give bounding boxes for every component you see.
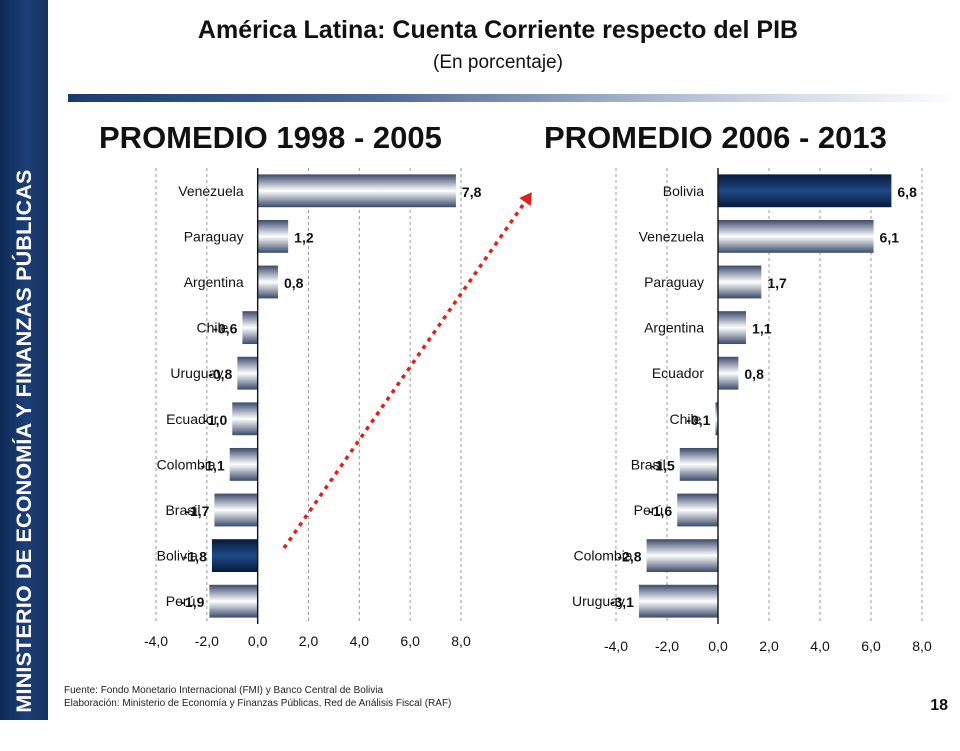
category-label-peru: Perú: [634, 502, 664, 518]
bar-colombia: [646, 539, 718, 573]
value-label-peru: -1,6: [648, 503, 672, 519]
category-label-paraguay: Paraguay: [644, 274, 704, 290]
x-tick-label: -4,0: [144, 633, 168, 649]
value-label-ecuador: -1,0: [203, 412, 227, 428]
value-label-bolivia: 6,8: [897, 184, 917, 200]
chart-heading-1998-2005: PROMEDIO 1998 - 2005: [99, 120, 442, 155]
category-label-venezuela: Venezuela: [178, 183, 244, 199]
value-label-peru: -1,9: [180, 594, 204, 610]
arrow-line: [282, 200, 527, 550]
chart-2006-2013: Bolivia 6,8 Venezuela 6,1 Paraguay 1,7 Argenti…: [572, 168, 932, 654]
value-label-ecuador: 0,8: [744, 366, 764, 382]
bar-argentina: [718, 311, 747, 345]
bar-ecuador: [232, 402, 258, 436]
page-number: 18: [930, 697, 948, 714]
category-label-peru: Perú: [166, 593, 196, 609]
category-label-brasil: Brasil: [631, 456, 666, 472]
x-tick-label: 6,0: [861, 638, 881, 654]
value-label-chile: -0,6: [213, 321, 237, 337]
value-label-brasil: -1,7: [185, 503, 209, 519]
bar-uruguay: [638, 584, 718, 618]
bar-chile: [715, 402, 718, 436]
value-label-venezuela: 6,1: [880, 229, 900, 245]
chart-1998-2005: Venezuela 7,8 Paraguay 1,2 Argentina 0,8 Chile…: [144, 168, 482, 649]
category-label-ecuador: Ecuador: [166, 411, 218, 427]
title-divider: [68, 94, 960, 102]
category-label-paraguay: Paraguay: [184, 228, 244, 244]
category-label-venezuela: Venezuela: [639, 228, 705, 244]
value-label-bolivia: -1,8: [183, 549, 207, 565]
page-subtitle: (En porcentaje): [433, 52, 563, 73]
category-label-colombia: Colombia: [157, 456, 216, 472]
category-label-bolivia: Bolivia: [663, 183, 704, 199]
bar-peru: [677, 493, 718, 527]
value-label-brasil: -1,5: [651, 457, 675, 473]
value-label-argentina: 1,1: [752, 321, 772, 337]
x-tick-label: -2,0: [195, 633, 219, 649]
x-tick-label: 0,0: [248, 633, 268, 649]
category-label-colombia: Colombia: [573, 548, 632, 564]
category-label-chile: Chile: [197, 320, 229, 336]
x-tick-label: 0,0: [708, 638, 728, 654]
category-label-ecuador: Ecuador: [652, 365, 704, 381]
chart-heading-2006-2013: PROMEDIO 2006 - 2013: [544, 120, 887, 155]
x-tick-label: -4,0: [604, 638, 628, 654]
x-tick-label: -2,0: [655, 638, 679, 654]
category-label-uruguay: Uruguay: [170, 365, 223, 381]
bar-brasil: [214, 493, 258, 527]
bar-bolivia: [718, 174, 892, 208]
page-title: América Latina: Cuenta Corriente respect…: [197, 16, 799, 44]
value-label-argentina: 0,8: [284, 275, 304, 291]
arrow-head: [519, 192, 532, 207]
x-tick-label: 2,0: [759, 638, 779, 654]
value-label-paraguay: 1,2: [294, 229, 314, 245]
x-tick-label: 6,0: [400, 633, 420, 649]
elaboration-note: Elaboración: Ministerio de Economía y Fi…: [64, 698, 452, 709]
bar-ecuador: [718, 356, 739, 390]
category-label-argentina: Argentina: [644, 320, 704, 336]
bar-argentina: [257, 265, 278, 299]
ministry-sidebar: MINISTERIO DE ECONOMÍA Y FINANZAS PÚBLIC…: [0, 0, 48, 720]
bar-brasil: [679, 447, 718, 481]
x-tick-label: 8,0: [912, 638, 932, 654]
value-label-uruguay: -3,1: [610, 594, 634, 610]
category-label-chile: Chile: [670, 411, 702, 427]
bar-bolivia: [211, 539, 258, 573]
category-label-uruguay: Uruguay: [572, 593, 625, 609]
footer-notes: Fuente: Fondo Monetario Internacional (F…: [64, 684, 451, 710]
bar-uruguay: [237, 356, 258, 390]
x-tick-label: 2,0: [299, 633, 319, 649]
source-note: Fuente: Fondo Monetario Internacional (F…: [64, 685, 384, 696]
value-label-paraguay: 1,7: [767, 275, 787, 291]
value-label-venezuela: 7,8: [462, 184, 482, 200]
category-label-argentina: Argentina: [184, 274, 244, 290]
bar-paraguay: [257, 219, 289, 253]
value-label-chile: -0,1: [686, 412, 710, 428]
bolivia-trend-arrow: [282, 192, 532, 550]
bar-paraguay: [718, 265, 762, 299]
bar-colombia: [229, 447, 258, 481]
value-label-uruguay: -0,8: [208, 366, 232, 382]
category-label-brasil: Brasil: [165, 502, 200, 518]
category-label-bolivia: Bolivia: [157, 548, 198, 564]
x-tick-label: 4,0: [350, 633, 370, 649]
x-tick-label: 8,0: [451, 633, 471, 649]
value-label-colombia: -1,1: [201, 457, 225, 473]
bar-venezuela: [257, 174, 456, 208]
bar-peru: [209, 584, 258, 618]
current-account-charts: Venezuela 7,8 Paraguay 1,2 Argentina 0,8 Chile…: [144, 168, 932, 654]
value-label-colombia: -2,8: [617, 549, 641, 565]
bar-venezuela: [718, 219, 874, 253]
x-tick-label: 4,0: [810, 638, 830, 654]
bar-chile: [242, 311, 258, 345]
